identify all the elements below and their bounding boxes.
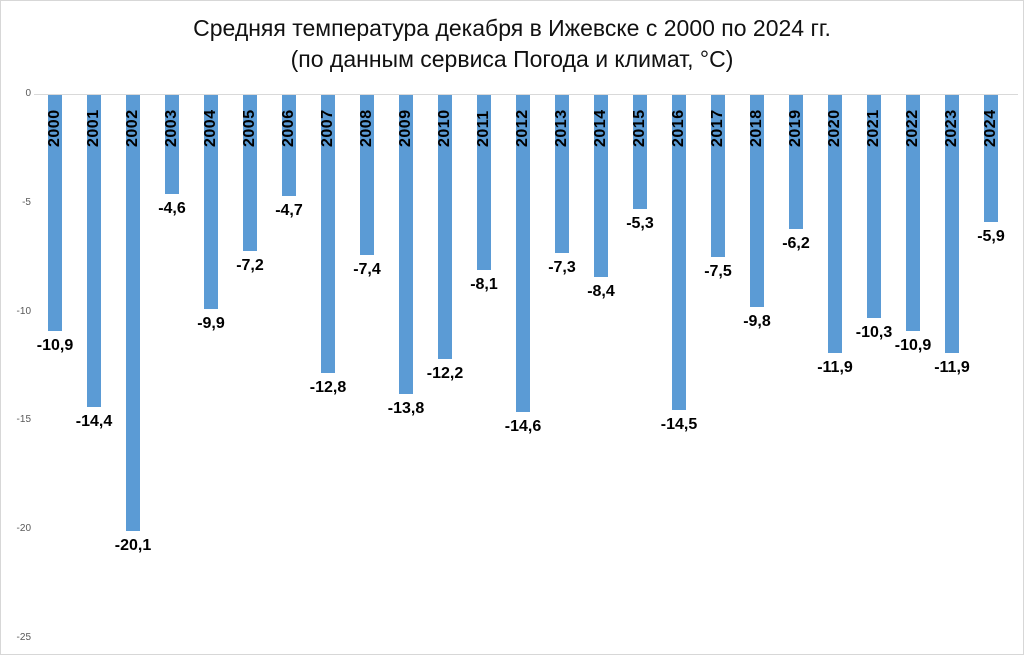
bar-value-label: -10,9 xyxy=(36,337,74,355)
bar xyxy=(750,95,764,308)
bar-year-label: 2003 xyxy=(163,109,180,147)
bar xyxy=(984,95,998,223)
bar xyxy=(906,95,920,332)
bar-value-label: -14,6 xyxy=(504,417,542,435)
bar-year-label: 2006 xyxy=(280,109,297,147)
bar-year-label: 2002 xyxy=(124,109,141,147)
bar-value-label: -4,6 xyxy=(158,200,186,218)
bar-year-label: 2023 xyxy=(943,109,960,147)
bar xyxy=(126,95,140,532)
bar-value-label: -12,2 xyxy=(426,365,464,383)
bar xyxy=(204,95,218,310)
y-tick-label: -25 xyxy=(16,632,31,643)
bar-value-label: -8,4 xyxy=(587,282,615,300)
bar xyxy=(789,95,803,229)
bar-value-label: -14,5 xyxy=(660,415,698,433)
bar xyxy=(87,95,101,408)
bar xyxy=(828,95,842,353)
y-tick-label: 0 xyxy=(25,88,31,99)
bar xyxy=(399,95,413,395)
bar-value-label: -20,1 xyxy=(114,537,152,555)
bar-year-label: 2021 xyxy=(865,109,882,147)
bar-value-label: -5,3 xyxy=(626,215,654,233)
bar-year-label: 2013 xyxy=(553,109,570,147)
bar-value-label: -11,9 xyxy=(934,358,970,376)
bar-value-label: -12,8 xyxy=(309,378,347,396)
bar-year-label: 2022 xyxy=(904,109,921,147)
bar xyxy=(945,95,959,353)
bar-year-label: 2018 xyxy=(748,109,765,147)
bar xyxy=(360,95,374,256)
bar-year-label: 2009 xyxy=(397,109,414,147)
chart-title-block: Средняя температура декабря в Ижевске с … xyxy=(1,13,1023,75)
bar-value-label: -9,8 xyxy=(743,313,771,331)
bar-year-label: 2011 xyxy=(475,110,492,147)
bar-year-label: 2001 xyxy=(85,109,102,147)
y-tick-label: -5 xyxy=(22,196,31,208)
bar-value-label: -4,7 xyxy=(275,202,303,220)
bar xyxy=(672,95,686,410)
bar xyxy=(711,95,725,258)
x-axis-line xyxy=(34,94,1018,95)
bar-year-label: 2017 xyxy=(709,109,726,147)
bar-year-label: 2007 xyxy=(319,109,336,147)
bar-year-label: 2010 xyxy=(436,109,453,147)
bar-year-label: 2024 xyxy=(982,109,999,147)
bar-value-label: -7,3 xyxy=(548,258,576,276)
bar-value-label: -14,4 xyxy=(75,413,113,431)
bar xyxy=(243,95,257,251)
bar-value-label: -10,3 xyxy=(855,324,893,342)
bar xyxy=(477,95,491,271)
bar xyxy=(165,95,179,195)
chart-subtitle: (по данным сервиса Погода и климат, °C) xyxy=(290,46,734,72)
bar xyxy=(516,95,530,412)
chart-title: Средняя температура декабря в Ижевске с … xyxy=(193,15,831,41)
bar-value-label: -8,1 xyxy=(470,276,498,294)
bar-year-label: 2004 xyxy=(202,109,219,147)
bar-value-label: -11,9 xyxy=(817,358,853,376)
y-tick-label: -20 xyxy=(16,523,31,535)
bar xyxy=(282,95,296,197)
bar-year-label: 2008 xyxy=(358,109,375,147)
bar-year-label: 2014 xyxy=(592,109,609,147)
bar-value-label: -6,2 xyxy=(782,234,810,252)
bar-year-label: 2020 xyxy=(826,109,843,147)
bar-year-label: 2015 xyxy=(631,109,648,147)
bar-year-label: 2000 xyxy=(46,109,63,147)
bar-value-label: -9,9 xyxy=(197,315,225,333)
bar-value-label: -13,8 xyxy=(387,400,425,418)
bar-value-label: -7,2 xyxy=(236,256,264,274)
bar-year-label: 2016 xyxy=(670,109,687,147)
bar-year-label: 2019 xyxy=(787,109,804,147)
bar-year-label: 2012 xyxy=(514,109,531,147)
y-tick-label: -10 xyxy=(16,305,31,317)
bar xyxy=(48,95,62,332)
bar-value-label: -7,5 xyxy=(704,263,732,281)
bar-value-label: -7,4 xyxy=(353,261,381,279)
bar xyxy=(594,95,608,277)
bar-value-label: -10,9 xyxy=(894,337,932,355)
bar xyxy=(438,95,452,360)
bar xyxy=(555,95,569,253)
bar xyxy=(867,95,881,319)
bar-value-label: -5,9 xyxy=(977,228,1005,246)
bar xyxy=(321,95,335,373)
bar xyxy=(633,95,647,210)
bar-year-label: 2005 xyxy=(241,109,258,147)
y-tick-label: -15 xyxy=(16,414,31,426)
